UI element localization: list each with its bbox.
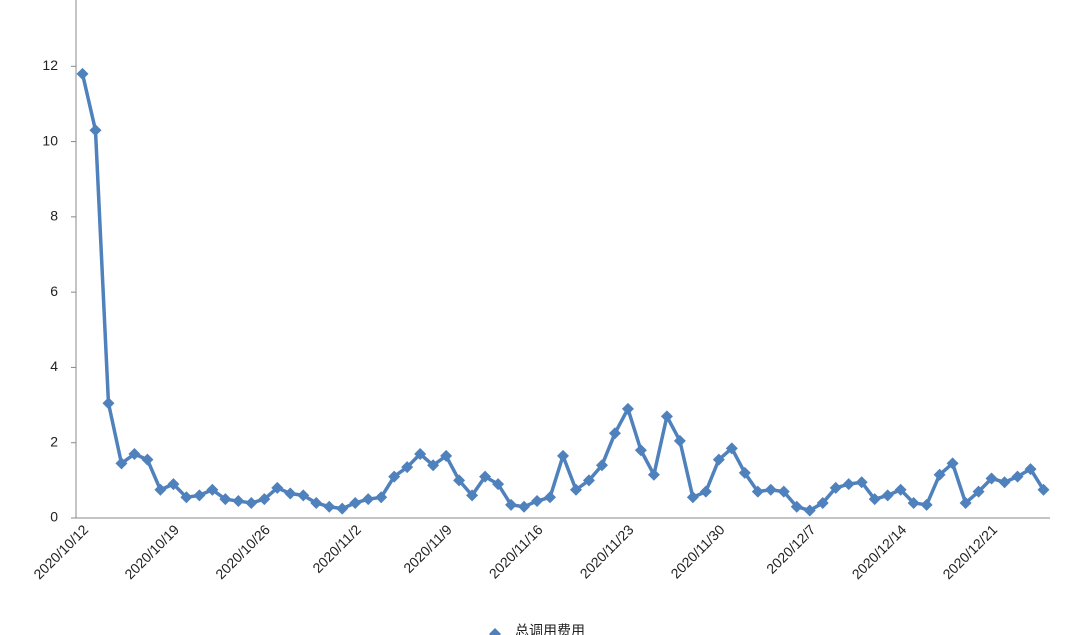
point [699,485,712,498]
point [660,410,673,423]
x-tick-label: 2020/10/19 [121,521,182,582]
legend-label: 总调用费用 [515,623,585,635]
point [751,485,764,498]
point [1011,470,1024,483]
x-tick-label: 2020/11/23 [577,521,637,581]
x-tick-label: 2020/12/21 [939,521,1000,582]
point [180,491,193,504]
point [453,474,466,487]
point [569,483,582,496]
point [894,483,907,496]
point [582,474,595,487]
point [414,448,427,461]
x-tick-label: 2020/11/9 [400,521,455,576]
y-tick-label: 0 [50,509,58,525]
point [621,402,634,415]
point [712,453,725,466]
point [933,468,946,481]
point [1037,483,1050,496]
point [868,493,881,506]
point [349,496,362,509]
point [959,496,972,509]
point [920,498,933,511]
y-tick-label: 12 [42,57,58,73]
point [673,434,686,447]
point [505,498,518,511]
point [167,478,180,491]
point [479,470,492,483]
point [427,459,440,472]
point [790,500,803,513]
point [284,487,297,500]
point [855,476,868,489]
point [323,500,336,513]
point [595,459,608,472]
legend-symbol [489,628,501,635]
point [816,496,829,509]
point [401,461,414,474]
point [881,489,894,502]
point [544,491,557,504]
y-tick-label: 6 [50,283,58,299]
point [271,481,284,494]
point [388,470,401,483]
x-tick-label: 2020/12/7 [763,521,819,577]
point [193,489,206,502]
point [557,449,569,462]
series-line [80,73,1045,513]
point [258,493,271,506]
point [686,491,699,504]
point [1024,463,1037,476]
y-tick-label: 10 [42,132,58,148]
point [777,485,790,498]
point [245,496,258,509]
point [972,485,985,498]
x-tick-label: 2020/11/2 [309,521,364,576]
point [492,478,505,491]
point [466,489,479,502]
point [89,124,102,137]
point [375,491,388,504]
point [362,493,375,506]
point [206,483,219,496]
point [647,468,660,481]
point [297,489,310,502]
point [608,427,621,440]
x-tick-label: 2020/10/12 [30,521,91,582]
y-tick-label: 4 [50,358,58,374]
point [842,478,855,491]
point [518,500,531,513]
x-tick-label: 2020/10/26 [212,521,273,582]
point [985,472,998,485]
point [232,495,245,508]
point [115,457,128,470]
point [725,442,738,455]
point [128,448,141,461]
point [946,457,959,470]
point [154,483,167,496]
point [440,449,453,462]
point [829,481,842,494]
x-tick-label: 2020/12/14 [849,521,910,582]
point [310,496,323,509]
point [764,483,777,496]
x-tick-label: 2020/11/16 [486,521,546,581]
point [998,476,1011,489]
point [803,504,816,517]
point [336,502,349,515]
x-tick-label: 2020/11/30 [667,521,727,581]
point [531,495,544,508]
point [76,67,89,80]
point [738,466,751,479]
point [102,397,115,410]
point [141,453,154,466]
y-tick-label: 8 [50,208,58,224]
point [907,496,920,509]
y-tick-label: 2 [50,433,58,449]
point [634,444,647,457]
point [219,493,232,506]
